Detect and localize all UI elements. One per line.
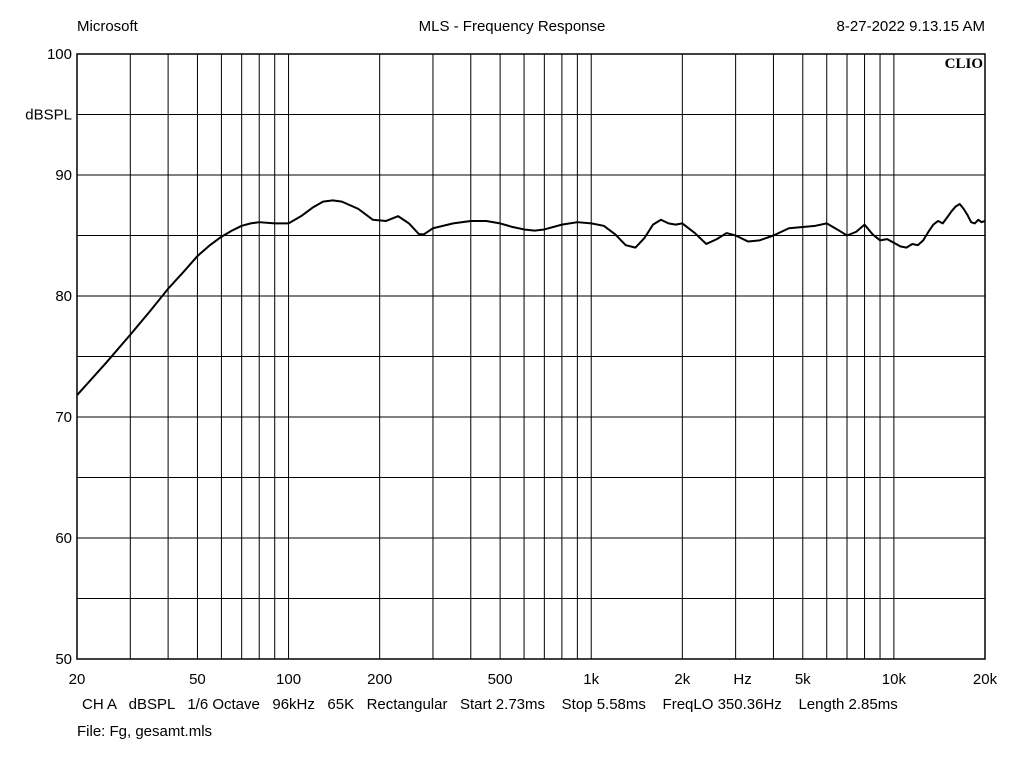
clio-logo: CLIO [945,56,983,72]
y-axis-label: dBSPL [25,107,72,124]
y-tick-label: 90 [55,167,72,184]
x-tick-label: 5k [795,671,811,688]
x-tick-label: 50 [189,671,206,688]
measurement-settings: CH A dBSPL 1/6 Octave 96kHz 65K Rectangu… [82,696,898,713]
timestamp: 8-27-2022 9.13.15 AM [836,18,985,35]
x-tick-label: 200 [367,671,392,688]
x-tick-label: 20 [69,671,86,688]
series-lines [76,199,986,396]
series-line-0 [76,199,986,396]
file-name: File: Fg, gesamt.mls [77,723,213,740]
y-tick-label: 50 [55,651,72,668]
x-tick-label: 1k [583,671,599,688]
y-tick-label: 80 [55,288,72,305]
x-tick-label: 500 [488,671,513,688]
header-left-label: Microsoft [77,18,138,35]
x-tick-label: 2k [674,671,690,688]
x-axis-ticks: 20 50 100 200 500 1k 2k 5k 10k 20k [69,671,998,688]
chart-grid [77,54,985,659]
y-tick-label: 100 [47,46,72,63]
x-tick-label: 20k [973,671,998,688]
plot-frame [76,53,986,660]
y-axis-ticks: 100 90 80 70 60 50 [47,46,72,668]
chart-title: MLS - Frequency Response [418,18,606,35]
x-tick-label: 100 [276,671,301,688]
x-axis-label: Hz [733,671,751,688]
y-tick-label: 60 [55,530,72,547]
y-tick-label: 70 [55,409,72,426]
x-tick-label: 10k [882,671,907,688]
